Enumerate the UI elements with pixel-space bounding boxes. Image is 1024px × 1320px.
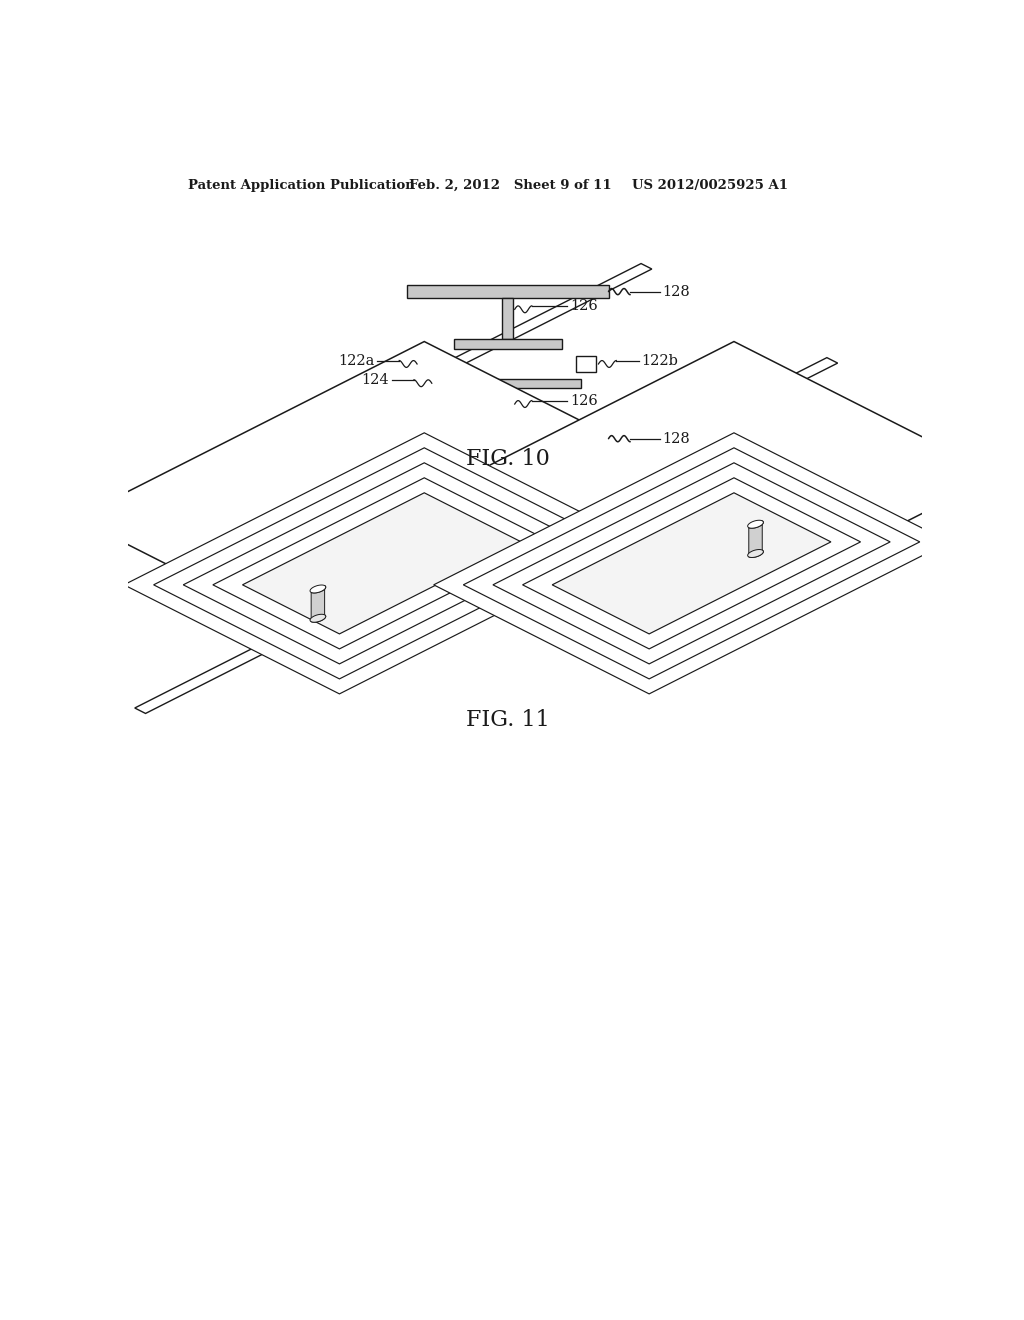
Polygon shape <box>463 447 920 678</box>
Bar <box>454 339 562 348</box>
Polygon shape <box>154 447 610 678</box>
Text: FIG. 11: FIG. 11 <box>466 710 550 731</box>
Polygon shape <box>0 264 652 619</box>
Polygon shape <box>311 586 326 622</box>
Polygon shape <box>552 492 830 634</box>
Bar <box>503 298 513 339</box>
Bar <box>503 388 513 433</box>
Polygon shape <box>310 614 326 622</box>
Polygon shape <box>124 433 640 694</box>
Polygon shape <box>135 358 838 713</box>
Text: Feb. 2, 2012   Sheet 9 of 11: Feb. 2, 2012 Sheet 9 of 11 <box>410 178 612 191</box>
Text: 128: 128 <box>662 432 690 446</box>
Polygon shape <box>76 342 688 652</box>
Text: 126: 126 <box>569 298 597 313</box>
Polygon shape <box>748 520 763 528</box>
Polygon shape <box>493 463 890 664</box>
Text: Patent Application Publication: Patent Application Publication <box>188 178 415 191</box>
Polygon shape <box>434 433 949 694</box>
Text: 128: 128 <box>662 285 690 298</box>
Text: 124: 124 <box>361 372 389 387</box>
Text: US 2012/0025925 A1: US 2012/0025925 A1 <box>632 178 787 191</box>
Bar <box>420 355 439 372</box>
Bar <box>434 379 582 388</box>
Bar <box>407 433 608 445</box>
Bar <box>575 355 596 372</box>
Polygon shape <box>213 478 551 649</box>
Text: 126: 126 <box>569 393 597 408</box>
Bar <box>407 285 608 298</box>
Polygon shape <box>749 521 763 557</box>
Text: 122a: 122a <box>338 354 375 367</box>
Polygon shape <box>748 549 763 557</box>
Polygon shape <box>310 585 326 593</box>
Polygon shape <box>385 342 998 652</box>
Polygon shape <box>243 492 521 634</box>
Text: FIG. 10: FIG. 10 <box>466 447 550 470</box>
Polygon shape <box>183 463 581 664</box>
Polygon shape <box>522 478 860 649</box>
Text: 122b: 122b <box>641 354 678 367</box>
